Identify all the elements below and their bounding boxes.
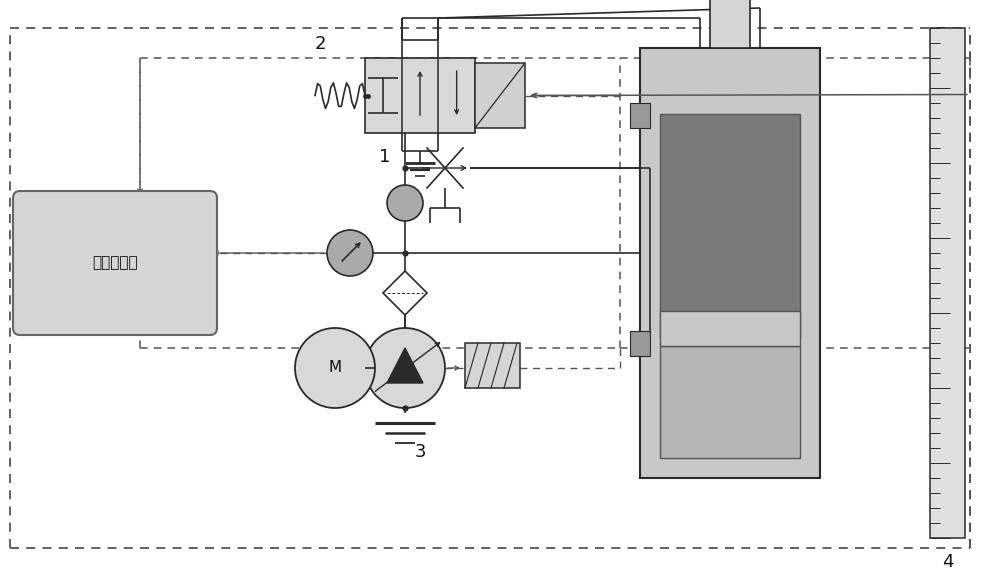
Bar: [640, 48, 820, 478]
FancyBboxPatch shape: [13, 191, 217, 335]
Text: M: M: [328, 361, 342, 375]
Bar: [660, 346, 800, 458]
Circle shape: [295, 328, 375, 408]
Text: 4: 4: [942, 553, 953, 568]
Bar: [365, 58, 475, 133]
Bar: [930, 28, 965, 538]
Bar: [630, 103, 650, 128]
Bar: [660, 114, 800, 337]
Text: 2: 2: [314, 35, 326, 53]
Circle shape: [327, 230, 373, 276]
Circle shape: [387, 185, 423, 221]
Bar: [660, 311, 800, 346]
Text: 鲁棒控制器: 鲁棒控制器: [92, 256, 138, 270]
Circle shape: [365, 328, 445, 408]
Text: 1: 1: [379, 148, 390, 166]
Polygon shape: [387, 348, 423, 383]
Bar: [630, 331, 650, 356]
Bar: [710, 0, 750, 48]
Bar: [475, 63, 525, 128]
Text: 3: 3: [415, 443, 426, 461]
Polygon shape: [383, 271, 427, 315]
Bar: [465, 343, 520, 388]
